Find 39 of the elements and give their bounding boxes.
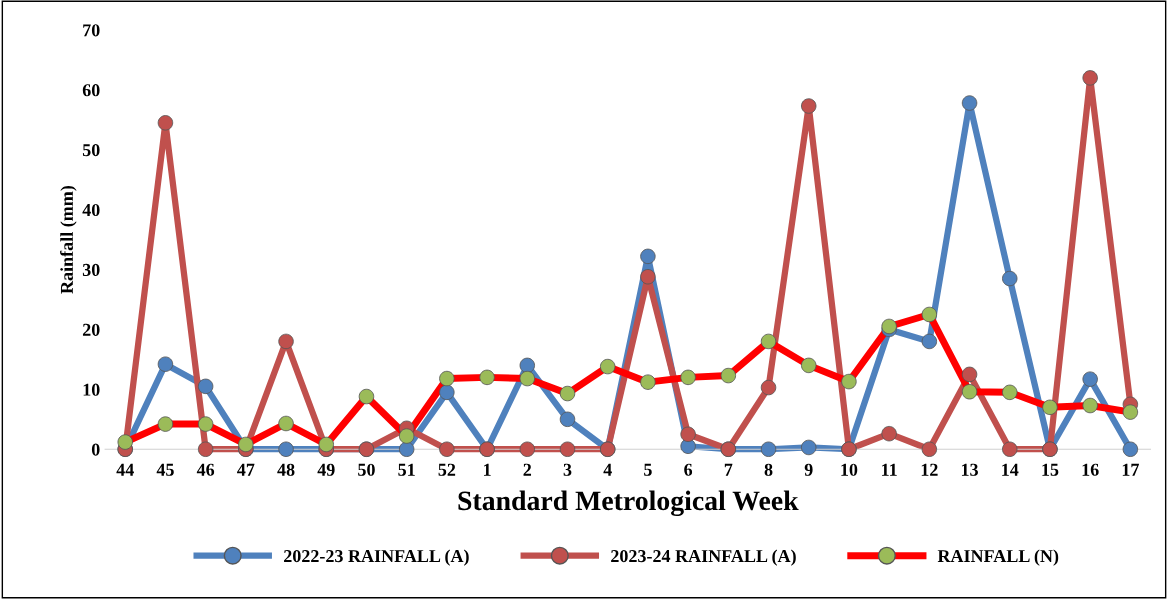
y-tick-label: 40 [82,203,100,217]
x-tick-label: 48 [277,463,295,476]
x-tick-label: 4 [603,463,612,476]
x-tick-label: 45 [156,463,174,476]
legend-label: RAINFALL (N) [937,549,1059,566]
x-tick-label: 13 [961,463,978,476]
legend-label: 2023-24 RAINFALL (A) [611,549,796,566]
x-tick-label: 6 [684,463,693,476]
x-tick-label: 12 [921,463,938,476]
x-tick-label: 14 [1002,463,1019,476]
x-tick-label: 2 [523,463,532,476]
x-tick-label: 46 [196,463,215,476]
x-tick-label: 8 [764,463,773,476]
y-tick-label: 30 [82,263,100,276]
x-tick-label: 3 [563,463,572,476]
y-tick-label: 10 [83,383,100,396]
x-tick-label: 11 [882,463,897,476]
y-tick-label: 70 [83,24,100,37]
y-tick-label: 60 [82,84,100,97]
y-tick-label: 20 [82,323,100,336]
y-axis-title: Rainfall (mm) [60,185,77,294]
x-tick-label: 16 [1082,463,1099,476]
y-tick-label: 0 [91,443,100,456]
x-tick-label: 44 [116,463,134,476]
x-tick-label: 9 [804,463,813,476]
x-tick-label: 10 [841,463,858,476]
x-axis-title: Standard Metrological Week [458,490,799,517]
x-tick-label: 17 [1122,463,1139,476]
x-tick-label: 47 [237,463,255,476]
x-tick-label: 49 [317,463,335,476]
x-tick-label: 5 [644,463,652,476]
x-tick-label: 50 [358,463,375,476]
x-tick-label: 52 [438,463,456,476]
x-tick-label: 1 [484,463,491,476]
y-tick-label: 50 [82,144,100,157]
x-tick-label: 7 [724,463,733,476]
legend-label: 2022-23 RAINFALL (A) [284,549,469,566]
x-tick-label: 51 [398,463,415,476]
x-tick-label: 15 [1042,463,1059,476]
